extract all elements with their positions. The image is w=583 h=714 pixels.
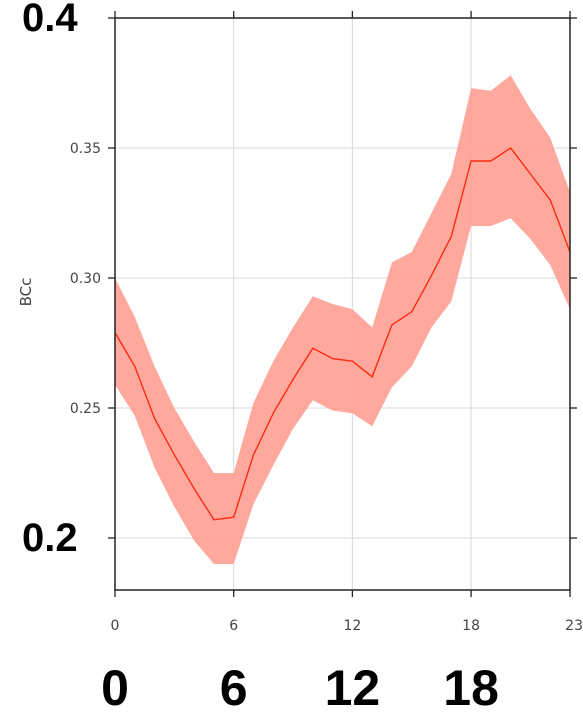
- plot-frame: [114, 17, 571, 591]
- overlay-x-label: 6: [220, 660, 248, 714]
- x-tick-label: 23: [565, 618, 583, 634]
- overlay-x-label: 18: [443, 660, 499, 714]
- overlay-x-label: 0: [101, 660, 129, 714]
- series-line: [114, 147, 571, 521]
- tick-labels: 0 6 12 18 23 0.25 0.30 0.35: [70, 141, 583, 634]
- y-tick-label: 0.25: [70, 401, 101, 417]
- x-tick-label: 12: [343, 618, 361, 634]
- overlay-labels: 0.4 0.2 0 6 12 18: [22, 0, 499, 714]
- overlay-x-label: 12: [325, 660, 381, 714]
- x-tick-label: 18: [462, 618, 480, 634]
- y-tick-label: 0.35: [70, 141, 101, 157]
- confidence-band: [115, 75, 570, 564]
- overlay-y-label: 0.2: [22, 516, 78, 560]
- x-tick-label: 6: [229, 618, 238, 634]
- x-tick-label: 0: [111, 618, 120, 634]
- axis-ticks: [108, 11, 577, 597]
- overlay-y-label: 0.4: [22, 0, 78, 40]
- y-axis-label: BCc: [17, 278, 35, 307]
- y-tick-label: 0.30: [70, 271, 101, 287]
